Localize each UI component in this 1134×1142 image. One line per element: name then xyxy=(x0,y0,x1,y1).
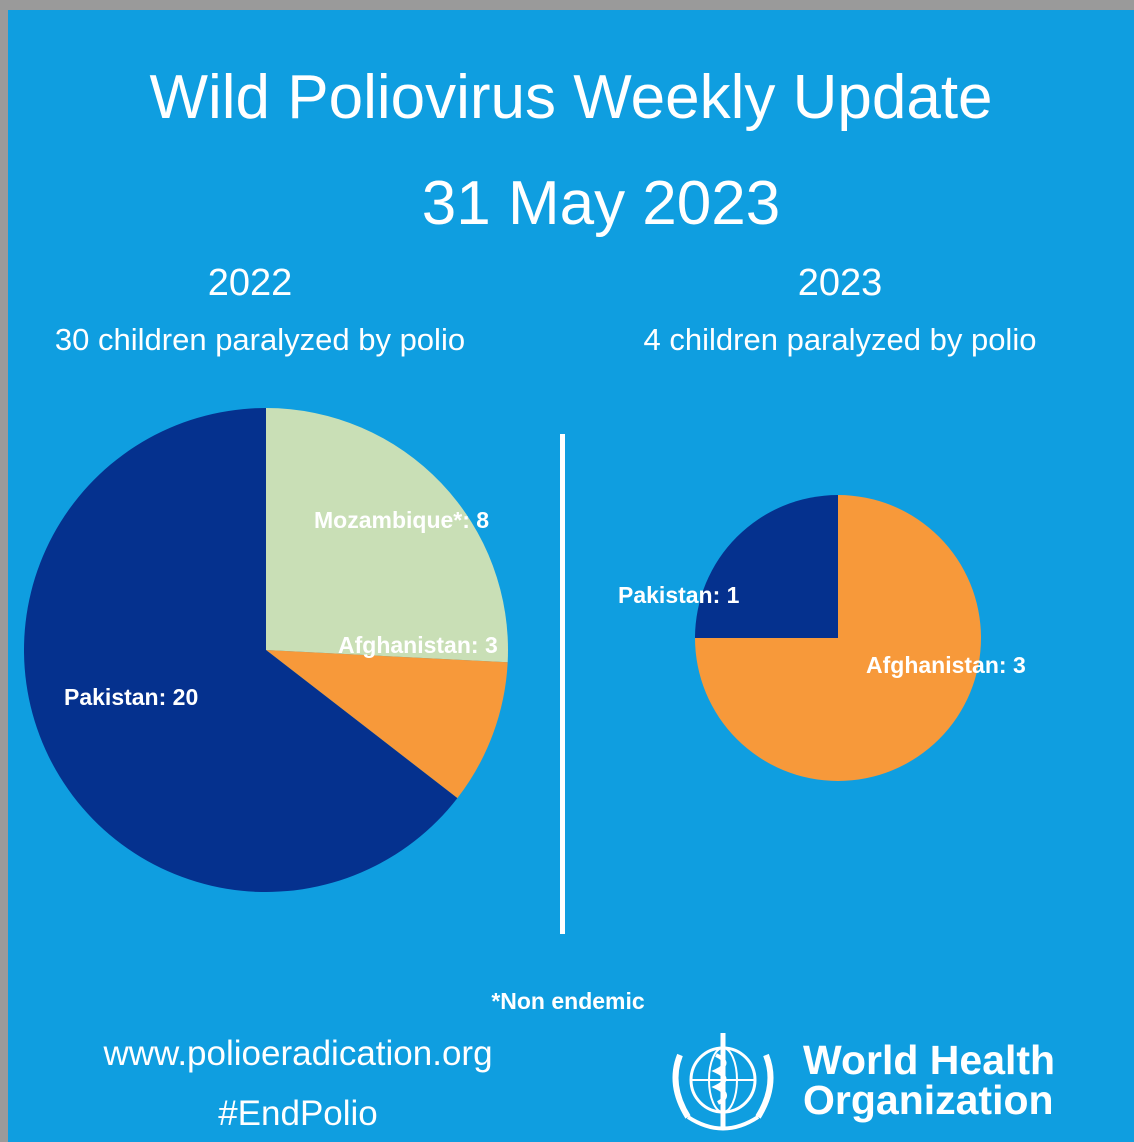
pie-slice-2022-pakistan xyxy=(23,408,458,892)
slice-label-2022-pakistan: Pakistan: 20 xyxy=(64,684,198,710)
chart-2022-year: 2022 xyxy=(207,262,293,304)
chart-2022-subtitle: 30 children paralyzed by polio xyxy=(54,322,466,357)
page-title: Wild Poliovirus Weekly Update xyxy=(149,63,993,132)
slice-label-2022-afghanistan: Afghanistan: 3 xyxy=(338,632,498,658)
slice-label-2023-pakistan: Pakistan: 1 xyxy=(618,582,740,608)
infographic: Wild Poliovirus Weekly Update 31 May 202… xyxy=(8,10,1134,1142)
slice-label-2022-mozambique: Mozambique*: 8 xyxy=(314,507,489,533)
website-link[interactable]: www.polioeradication.org xyxy=(103,1034,493,1073)
chart-2023-year: 2023 xyxy=(797,262,883,304)
pie-slice-2023-pakistan xyxy=(695,495,838,638)
pie-charts: Mozambique*: 8 Afghanistan: 3 Pakistan: 20… xyxy=(23,408,1026,892)
who-emblem-icon xyxy=(672,1033,774,1131)
footnote: *Non endemic xyxy=(491,988,645,1014)
divider xyxy=(560,434,565,934)
pie-slice-2022-mozambique xyxy=(266,408,508,663)
pie-slice-2022-afghanistan xyxy=(266,650,508,799)
slice-label-2023-afghanistan: Afghanistan: 3 xyxy=(866,652,1026,678)
chart-2023-subtitle: 4 children paralyzed by polio xyxy=(643,322,1037,357)
who-name: World Health Organization xyxy=(803,1037,1056,1123)
hashtag: #EndPolio xyxy=(218,1094,378,1133)
update-date: 31 May 2023 xyxy=(421,169,781,238)
